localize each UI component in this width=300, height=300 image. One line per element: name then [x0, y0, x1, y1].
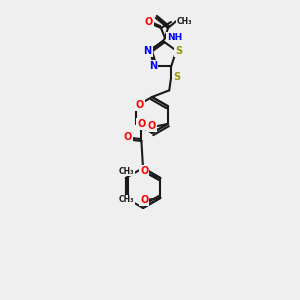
- Text: O: O: [135, 100, 143, 110]
- Text: S: S: [173, 72, 180, 82]
- Text: N: N: [149, 61, 157, 71]
- Text: N: N: [144, 46, 152, 56]
- Text: CH₃: CH₃: [119, 167, 134, 176]
- Text: O: O: [123, 132, 131, 142]
- Text: S: S: [175, 46, 182, 56]
- Text: O: O: [148, 121, 156, 131]
- Text: O: O: [140, 166, 148, 176]
- Text: O: O: [145, 17, 153, 27]
- Text: CH₃: CH₃: [119, 196, 134, 205]
- Text: CH₃: CH₃: [177, 17, 193, 26]
- Text: NH: NH: [167, 32, 182, 41]
- Text: O: O: [140, 195, 148, 205]
- Text: O: O: [137, 119, 146, 129]
